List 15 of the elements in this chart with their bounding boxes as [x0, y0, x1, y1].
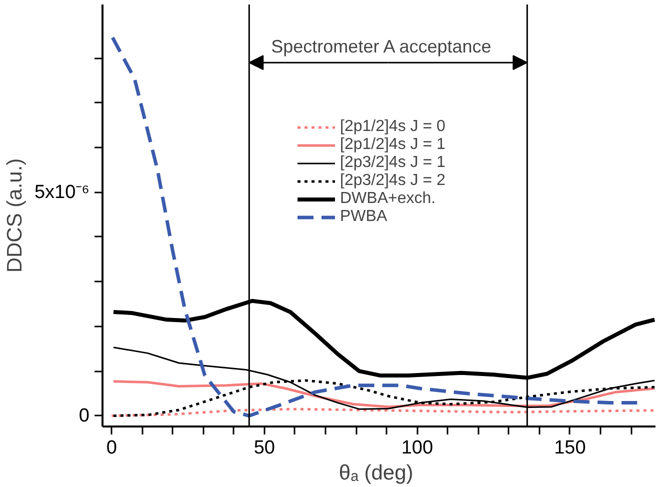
x-axis-title: θₐ (deg) [338, 462, 414, 484]
legend-label: [2p1/2]4s J = 1 [340, 136, 446, 154]
legend-label: [2p3/2]4s J = 2 [340, 172, 446, 190]
annotation: Spectrometer A acceptance [271, 36, 492, 57]
x-tick-label: 150 [554, 438, 586, 458]
legend-label: PWBA [340, 208, 388, 226]
y-tick-label: 5x10⁻⁶ [34, 182, 90, 203]
legend-label: [2p1/2]4s J = 0 [340, 118, 446, 136]
line-series [110, 36, 639, 418]
legend-label: DWBA+exch. [340, 190, 436, 208]
y-axis-title: DDCS (a.u.) [3, 158, 26, 273]
x-tick-label: 50 [254, 438, 275, 458]
legend-label: [2p3/2]4s J = 1 [340, 154, 446, 172]
x-tick-label: 100 [401, 438, 434, 458]
x-tick-label: 0 [106, 438, 117, 458]
